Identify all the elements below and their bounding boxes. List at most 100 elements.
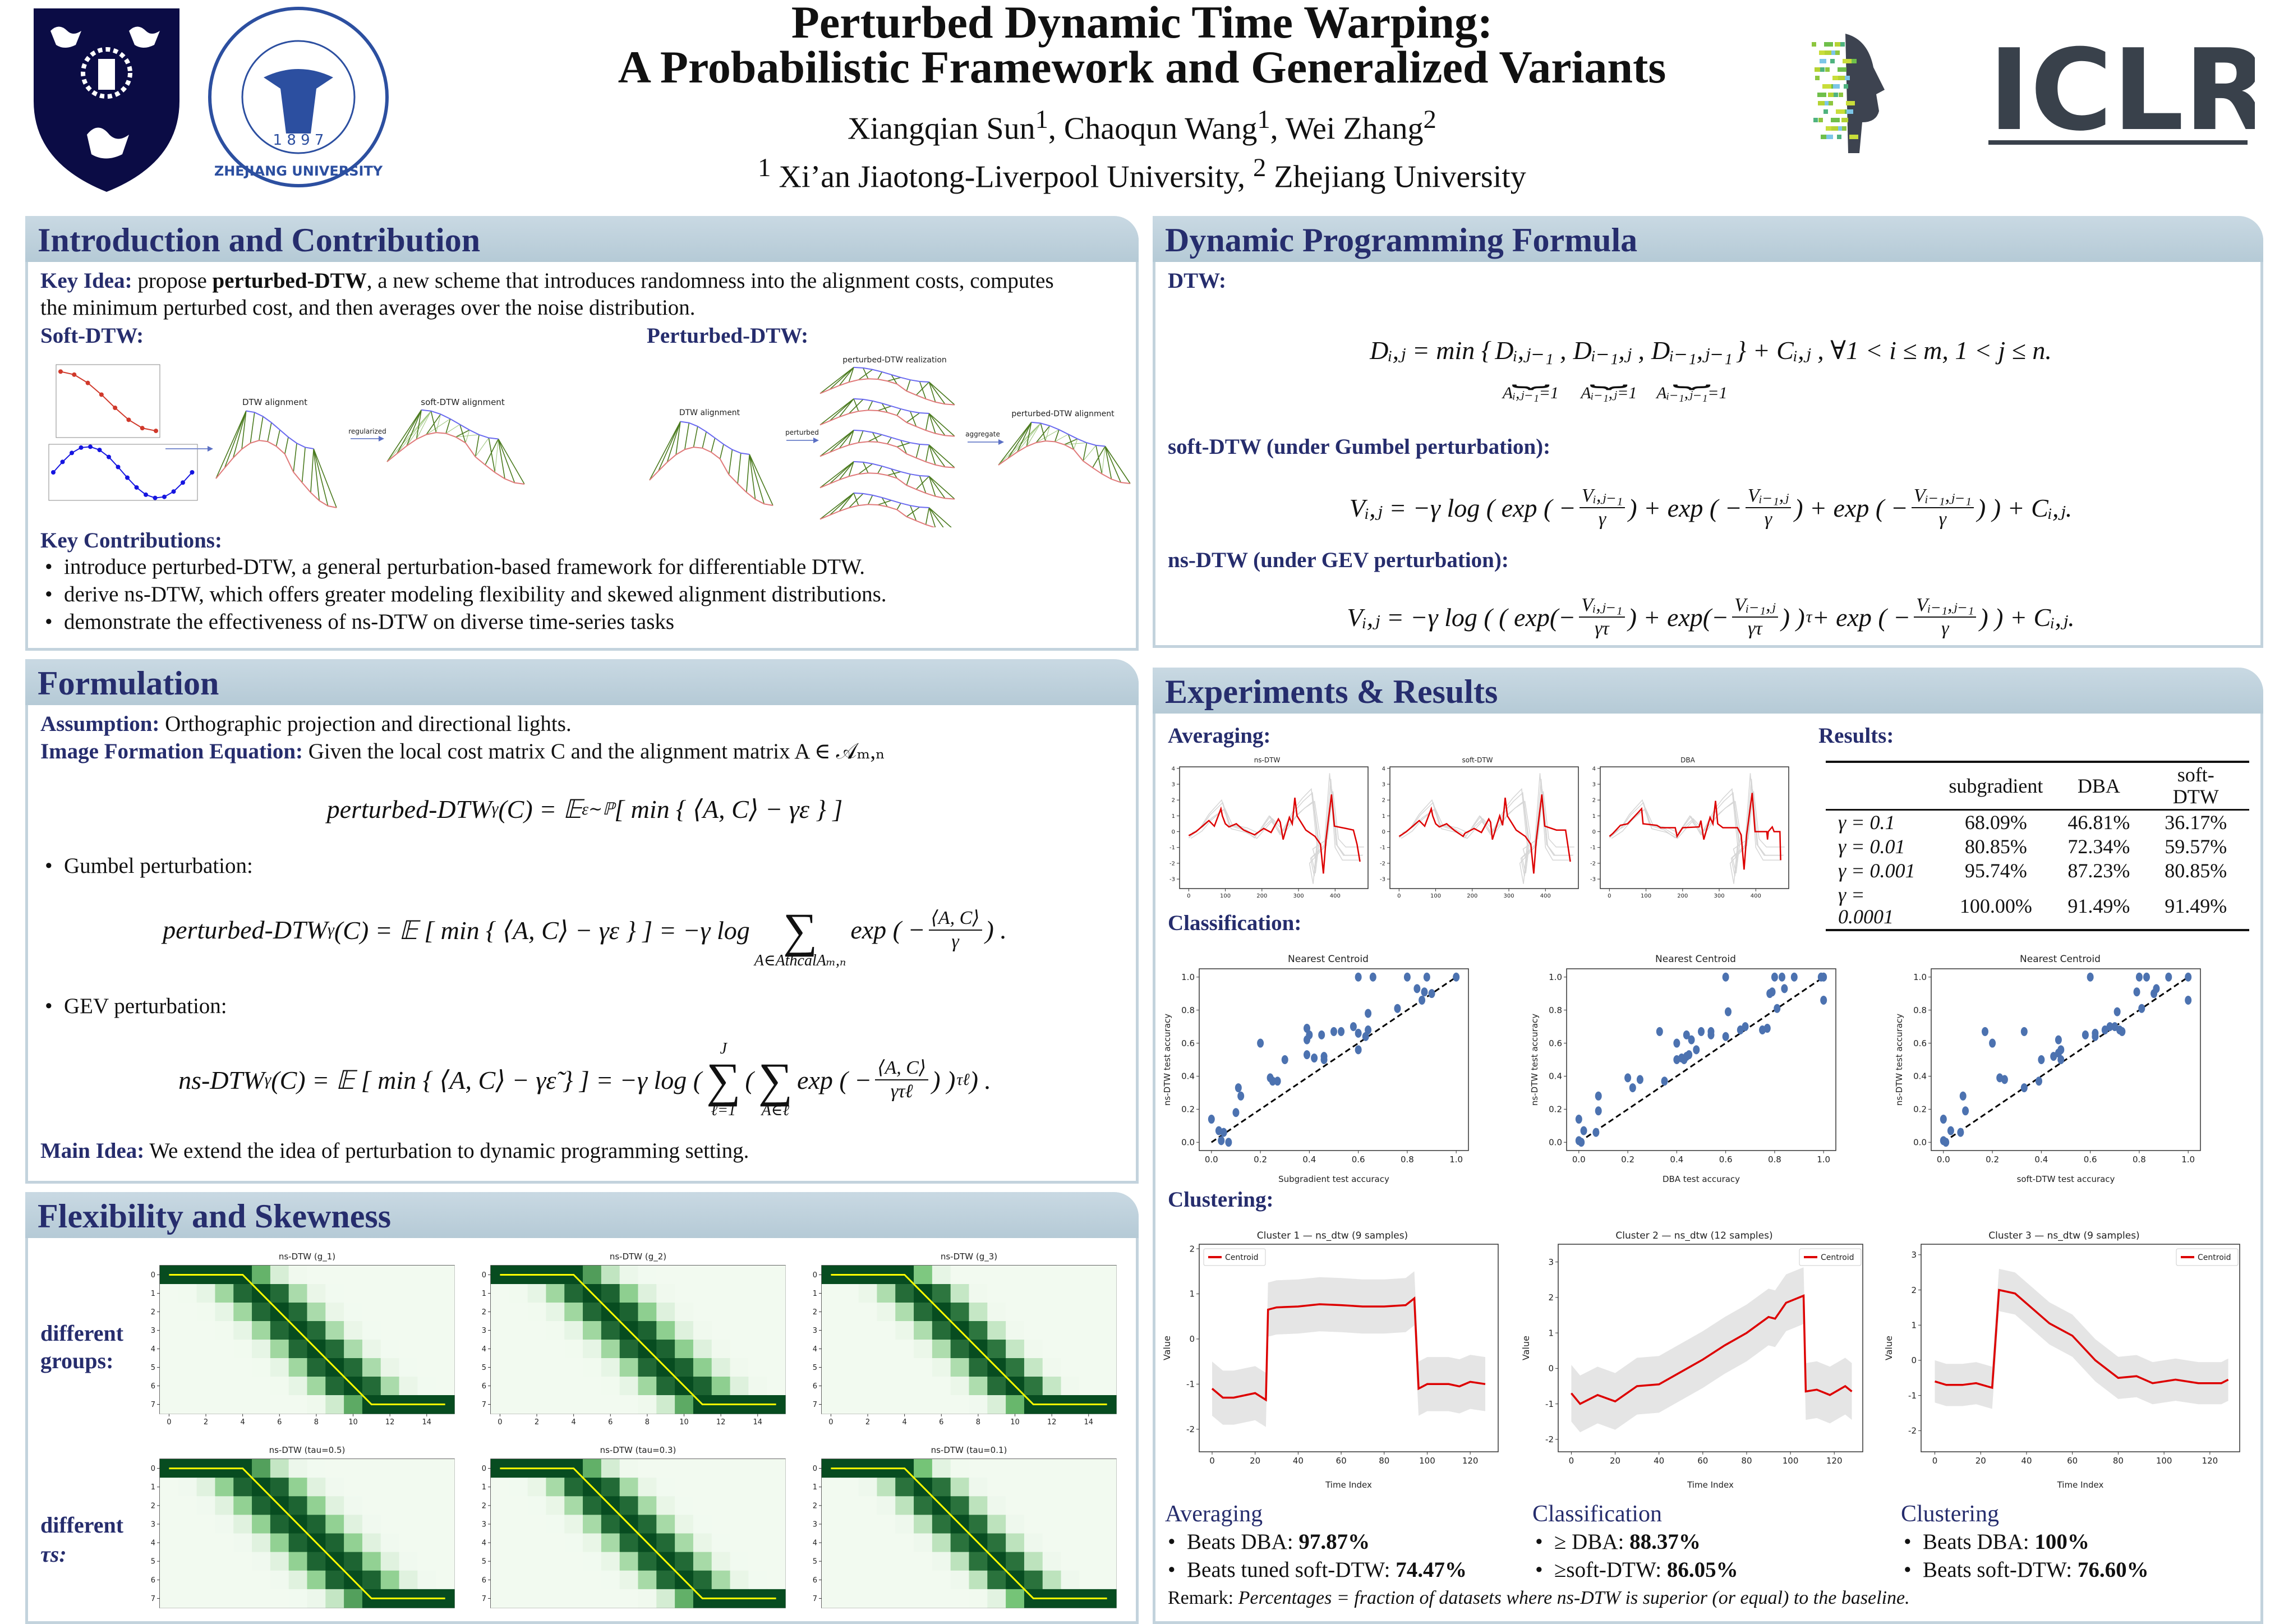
x-tick-label: 100	[1419, 1456, 1435, 1466]
heatmap-cell	[509, 1303, 528, 1322]
x-tick-label: 8	[645, 1418, 650, 1427]
dp-panel: Dynamic Programming Formula DTW: Dᵢ,ⱼ = …	[1153, 216, 2263, 648]
perturbed-dtw-label: Perturbed-DTW:	[647, 324, 809, 348]
alignment-link	[829, 493, 854, 516]
heatmap-cell	[950, 1533, 969, 1553]
heatmap-cell	[325, 1478, 344, 1497]
heatmap-cell	[491, 1321, 510, 1340]
x-tick-label: 2	[204, 1418, 208, 1427]
heatmap-cell	[932, 1552, 951, 1571]
heatmap-cell	[858, 1589, 877, 1608]
alignment-link	[284, 437, 289, 454]
x-tick-label: 200	[1256, 893, 1267, 899]
data-point	[1790, 972, 1798, 982]
sample-series-line	[1189, 779, 1362, 877]
heatmap-cell	[914, 1496, 933, 1515]
heatmap-cell	[987, 1570, 1006, 1590]
heatmap-cell	[270, 1340, 289, 1359]
heatmap-cell	[656, 1589, 675, 1608]
affiliations: 1 Xi’an Jiaotong-Liverpool University, 2…	[0, 153, 2284, 195]
summary-value: 97.87%	[1298, 1530, 1370, 1554]
summary-title: Averaging	[1165, 1501, 1263, 1527]
heatmap-cell	[509, 1377, 528, 1396]
data-point	[134, 485, 139, 490]
series-b-line	[215, 440, 337, 508]
heatmap-cell	[436, 1340, 455, 1359]
heatmap-cell	[987, 1321, 1006, 1340]
y-tick-label: 3	[1911, 1250, 1917, 1260]
heatmap-cell	[987, 1478, 1006, 1497]
table-cell: 46.81%	[2067, 811, 2130, 834]
y-tick-label: 6	[151, 1576, 155, 1585]
heatmap-cell	[196, 1478, 215, 1497]
chart-title: soft-DTW	[1462, 756, 1493, 764]
alignment-link	[928, 507, 936, 527]
y-tick-label: 0.8	[1181, 1005, 1195, 1015]
y-tick-label: 0	[151, 1271, 155, 1280]
heatmap-cell	[730, 1340, 749, 1359]
alignment-link	[445, 424, 461, 434]
heatmap-cell	[601, 1589, 620, 1608]
data-point	[1269, 1076, 1276, 1086]
intro-panel: Introduction and Contribution Key Idea: …	[25, 216, 1139, 651]
heatmap-cell	[767, 1533, 786, 1553]
y-tick-label: -2	[1590, 861, 1596, 867]
heatmap-cell	[638, 1266, 657, 1285]
alignment-link	[998, 422, 1032, 466]
heatmap-cell	[491, 1377, 510, 1396]
heatmap-cell	[969, 1515, 988, 1534]
heatmap-cell	[656, 1570, 675, 1590]
equation-part: Vᵢ,ⱼ = −γ log ( exp ( −	[1349, 494, 1576, 522]
heatmap-cell	[1098, 1515, 1117, 1534]
heatmap-cell	[638, 1552, 657, 1571]
heatmap-cell	[196, 1303, 215, 1322]
table-cell: 91.49%	[2165, 894, 2227, 917]
heatmap-cell	[895, 1496, 914, 1515]
data-point	[1453, 972, 1460, 982]
perturbed-alignment-label: perturbed-DTW alignment	[1011, 410, 1115, 418]
classification-scatter: Nearest Centroid 0.0 0.2 0.4 0.6 0.8 1.0 0.0 0.2…	[1162, 954, 1469, 1184]
heatmap-cell	[564, 1321, 583, 1340]
heatmap-cell	[215, 1340, 234, 1359]
x-tick-label: 0.4	[1670, 1154, 1683, 1165]
heatmap-cell	[840, 1340, 859, 1359]
heatmap-cell	[619, 1395, 638, 1414]
alignment-link	[848, 399, 864, 414]
heatmap-cell	[362, 1478, 381, 1497]
y-tick-label: 0	[1172, 829, 1175, 835]
heatmap-cell	[822, 1358, 841, 1377]
heatmap-cell	[1006, 1552, 1025, 1571]
heatmap-cell	[858, 1570, 877, 1590]
heatmap-cell	[914, 1340, 933, 1359]
heatmap-cell	[840, 1589, 859, 1608]
equation-part: } + Cᵢ,ⱼ , ∀1 < i ≤ m, 1 < j ≤ n.	[1735, 336, 2052, 365]
heatmap-cell	[344, 1478, 363, 1497]
heatmap-cell	[656, 1321, 675, 1340]
heatmap-cell	[675, 1496, 694, 1515]
x-tick-label: 4	[902, 1418, 907, 1427]
alignment-link	[928, 444, 946, 467]
alignment-link	[250, 412, 255, 443]
alignment-link	[928, 476, 936, 497]
heatmap-cell	[252, 1589, 271, 1608]
y-tick-label: 1	[151, 1290, 155, 1298]
alignment-link	[301, 447, 306, 483]
data-point	[2133, 987, 2140, 997]
y-tick-label: 0.0	[1181, 1138, 1195, 1148]
heatmap-cell	[196, 1589, 215, 1608]
y-tick-label: 0.2	[1913, 1105, 1927, 1115]
y-tick-label: 0.6	[1181, 1038, 1195, 1048]
x-tick-label: 0	[1209, 1456, 1215, 1466]
data-point	[1320, 1055, 1328, 1064]
heatmap-cell	[252, 1377, 271, 1396]
alignment-link	[1035, 425, 1051, 443]
equation-part: ) + exp ( −	[1794, 493, 1908, 522]
logo-square	[1846, 109, 1853, 114]
mean-series-line	[1398, 794, 1571, 874]
x-tick-label: 0.8	[1768, 1154, 1781, 1165]
y-tick-label: 2	[813, 1308, 817, 1317]
alignment-link	[891, 468, 897, 479]
x-tick-label: 40	[1654, 1456, 1664, 1466]
arrow-head-icon	[813, 438, 819, 443]
heatmap-cell	[1042, 1266, 1062, 1285]
